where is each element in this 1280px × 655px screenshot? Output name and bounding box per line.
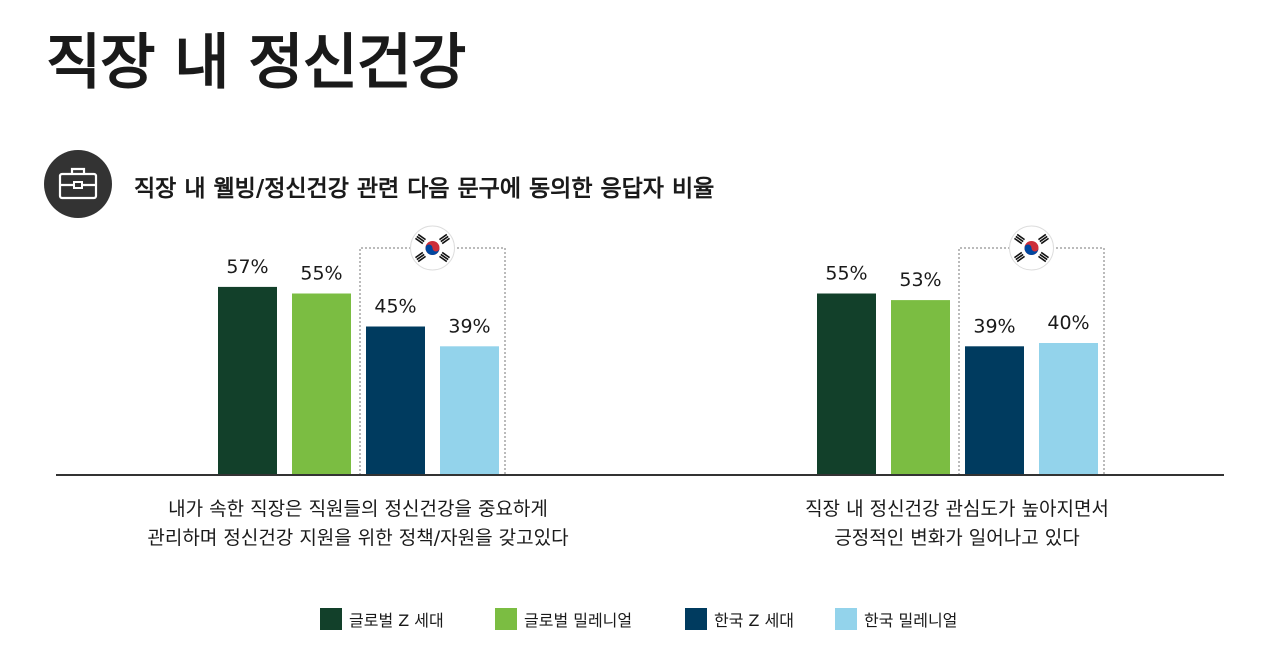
category-caption-1-line-1: 내가 속한 직장은 직원들의 정신건강을 중요하게 bbox=[168, 498, 548, 520]
legend-item-korea-millennial: 한국 밀레니얼 bbox=[835, 607, 957, 631]
bar bbox=[891, 300, 950, 475]
legend-item-global-genz: 글로벌 Z 세대 bbox=[320, 607, 444, 631]
category-caption-1: 내가 속한 직장은 직원들의 정신건강을 중요하게 관리하며 정신건강 지원을 … bbox=[78, 495, 638, 553]
legend-label: 글로벌 Z 세대 bbox=[349, 611, 444, 630]
bar bbox=[218, 286, 277, 475]
category-caption-2-line-2: 긍정적인 변화가 일어나고 있다 bbox=[834, 527, 1080, 549]
legend-label: 글로벌 밀레니얼 bbox=[524, 611, 633, 630]
bar bbox=[366, 326, 425, 475]
bar-value-label: 53% bbox=[899, 269, 941, 291]
korea-flag-icon bbox=[1009, 225, 1054, 271]
legend-label: 한국 밀레니얼 bbox=[864, 611, 958, 630]
korea-highlight-box bbox=[958, 247, 1105, 475]
bar bbox=[440, 346, 499, 475]
page-title: 직장 내 정신건강 bbox=[46, 28, 466, 98]
chart-legend: 글로벌 Z 세대 글로벌 밀레니얼 한국 Z 세대 한국 밀레니얼 bbox=[0, 607, 1280, 633]
category-caption-2-line-1: 직장 내 정신건강 관심도가 높아지면서 bbox=[805, 498, 1109, 520]
bar-chart: 57% 55% 55% 53% 45% 39% 39% 40% bbox=[56, 225, 1224, 476]
category-caption-2: 직장 내 정신건강 관심도가 높아지면서 긍정적인 변화가 일어나고 있다 bbox=[677, 495, 1237, 553]
legend-swatch bbox=[835, 608, 857, 630]
legend-item-korea-genz: 한국 Z 세대 bbox=[685, 607, 794, 631]
korea-highlight-box bbox=[359, 247, 506, 475]
legend-swatch bbox=[685, 608, 707, 630]
korea-flag-icon bbox=[410, 225, 455, 271]
bar-value-label: 55% bbox=[300, 263, 342, 285]
legend-label: 한국 Z 세대 bbox=[714, 611, 795, 630]
bar-value-label: 39% bbox=[973, 315, 1015, 337]
bar bbox=[292, 293, 351, 475]
bar-value-label: 57% bbox=[226, 256, 268, 278]
category-caption-1-line-2: 관리하며 정신건강 지원을 위한 정책/자원을 갖고있다 bbox=[147, 527, 569, 549]
bar-value-label: 40% bbox=[1047, 312, 1089, 334]
bar bbox=[817, 293, 876, 475]
bar-value-label: 39% bbox=[448, 315, 490, 337]
bar bbox=[1039, 343, 1098, 475]
bar-value-label: 45% bbox=[374, 296, 416, 318]
legend-item-global-millennial: 글로벌 밀레니얼 bbox=[495, 607, 632, 631]
legend-swatch bbox=[495, 608, 517, 630]
legend-swatch bbox=[320, 608, 342, 630]
bar-value-label: 55% bbox=[825, 263, 867, 285]
bar bbox=[965, 346, 1024, 475]
chart-subtitle: 직장 내 웰빙/정신건강 관련 다음 문구에 동의한 응답자 비율 bbox=[134, 176, 715, 202]
briefcase-icon bbox=[44, 150, 112, 218]
